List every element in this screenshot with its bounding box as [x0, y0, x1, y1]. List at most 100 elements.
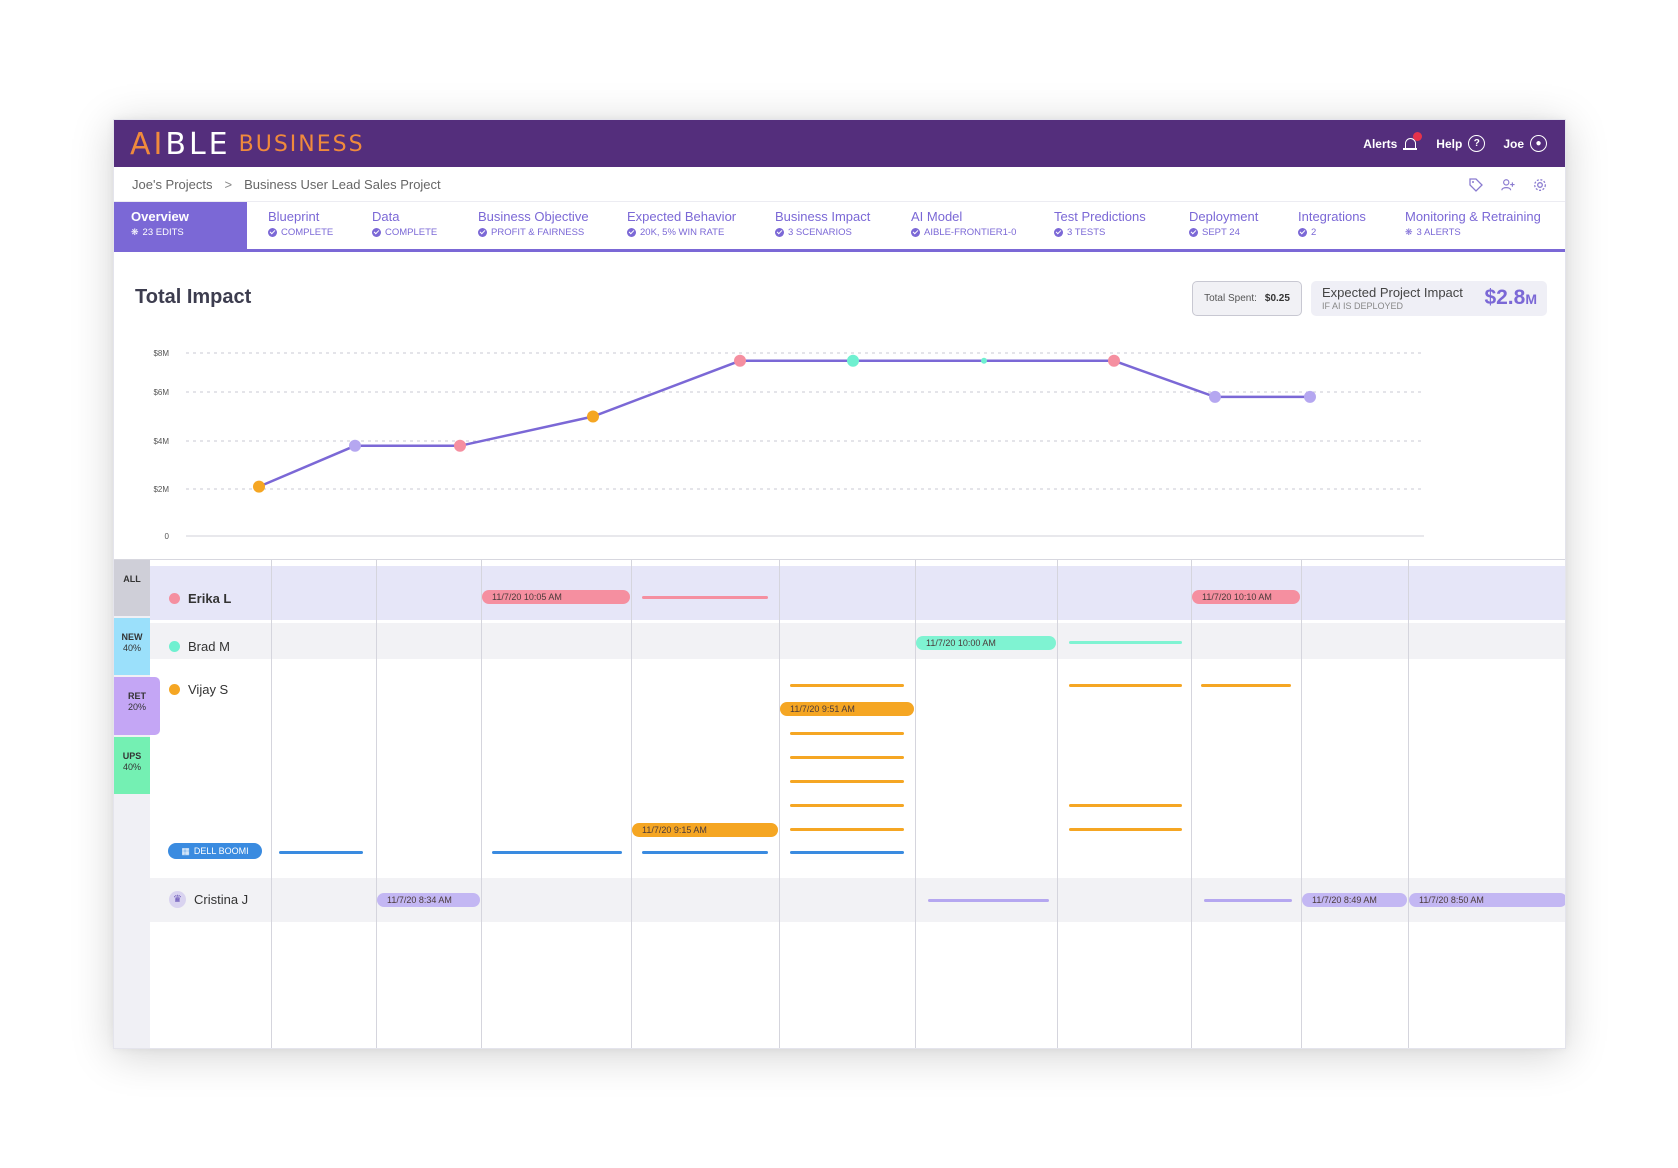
event-pill[interactable]: 11/7/20 9:15 AM: [632, 823, 778, 837]
tab-sub: COMPLETE: [281, 227, 334, 238]
y-tick-label: $4M: [153, 437, 169, 446]
segment-all[interactable]: ALL: [114, 560, 150, 616]
total-spent-box: Total Spent: $0.25: [1192, 281, 1302, 316]
tab-label: Business Objective: [478, 209, 589, 224]
tab-deployment[interactable]: Deployment SEPT 24: [1189, 202, 1258, 249]
user-menu-button[interactable]: Joe ●: [1503, 135, 1547, 152]
y-tick-label: $2M: [153, 485, 169, 494]
sparkle-icon: ❋: [1405, 227, 1413, 237]
event-pill[interactable]: 11/7/20 10:05 AM: [482, 590, 630, 604]
segment-ret[interactable]: RET 20%: [114, 677, 160, 735]
tab-ai-model[interactable]: AI Model AIBLE-FRONTIER1-0: [911, 202, 1016, 249]
breadcrumb-projects-link[interactable]: Joe's Projects: [132, 176, 213, 192]
person-name: Brad M: [188, 639, 230, 654]
activity-bar: [642, 596, 768, 599]
user-label: Joe: [1503, 136, 1524, 151]
person-color-dot: [169, 641, 180, 652]
event-pill[interactable]: 11/7/20 9:51 AM: [780, 702, 914, 716]
activity-bar: [1069, 684, 1182, 687]
tab-label: Expected Behavior: [627, 209, 737, 224]
tab-test-predictions[interactable]: Test Predictions 3 TESTS: [1054, 202, 1146, 249]
column-divider: [1191, 560, 1192, 1048]
y-tick-label: $6M: [153, 388, 169, 397]
person-vijay[interactable]: Vijay S: [169, 682, 228, 697]
activity-bar: [1201, 684, 1291, 687]
dell-boomi-badge[interactable]: ▦ DELL BOOMI: [168, 843, 262, 859]
brand-logo[interactable]: AIBLE BUSINESS: [130, 126, 365, 162]
check-icon: [1054, 228, 1063, 237]
column-divider: [1057, 560, 1058, 1048]
top-bar: AIBLE BUSINESS Alerts Help ? Joe ●: [114, 120, 1565, 167]
check-icon: [627, 228, 636, 237]
tab-sub: 3 ALERTS: [1416, 227, 1461, 238]
activity-bar: [790, 780, 904, 783]
activity-bar: [1069, 828, 1182, 831]
total-impact-title: Total Impact: [135, 286, 252, 308]
step-tabs: Overview ❋ 23 EDITS Blueprint COMPLETE Da…: [114, 202, 1565, 252]
data-point: [1304, 390, 1316, 403]
tab-sub: 20K, 5% WIN RATE: [640, 227, 725, 238]
y-tick-label: $8M: [153, 349, 169, 358]
event-pill[interactable]: 11/7/20 8:49 AM: [1302, 893, 1407, 907]
person-brad[interactable]: Brad M: [169, 639, 230, 654]
help-button[interactable]: Help ?: [1436, 135, 1486, 152]
event-pill[interactable]: 11/7/20 8:50 AM: [1409, 893, 1565, 907]
activity-bar: [790, 804, 904, 807]
tab-sub: COMPLETE: [385, 227, 438, 238]
check-icon: [775, 228, 784, 237]
tab-expected-behavior[interactable]: Expected Behavior 20K, 5% WIN RATE: [627, 202, 736, 249]
activity-bar: [928, 899, 1049, 902]
total-spent-label: Total Spent:: [1204, 293, 1257, 304]
data-point: [847, 354, 859, 367]
event-pill[interactable]: 11/7/20 10:00 AM: [916, 636, 1056, 650]
activity-bar: [790, 684, 904, 687]
breadcrumb: Joe's Projects > Business User Lead Sale…: [114, 167, 1565, 202]
column-divider: [481, 560, 482, 1048]
tab-label: Integrations: [1298, 209, 1366, 224]
alert-dot: [1413, 132, 1423, 141]
alerts-button[interactable]: Alerts: [1363, 132, 1423, 151]
row-erika: [150, 566, 1565, 620]
column-divider: [1301, 560, 1302, 1048]
event-pill[interactable]: 11/7/20 8:34 AM: [377, 893, 480, 907]
segment-new[interactable]: NEW 40%: [114, 618, 150, 675]
check-icon: [1189, 228, 1198, 237]
data-point: [734, 354, 746, 367]
brand-logo-sub: BUSINESS: [238, 131, 365, 157]
help-label: Help: [1436, 136, 1463, 151]
check-icon: [911, 228, 920, 237]
column-divider: [271, 560, 272, 1048]
data-point: [587, 410, 599, 423]
column-divider: [631, 560, 632, 1048]
tab-data[interactable]: Data COMPLETE: [372, 202, 437, 249]
activity-bar: [790, 851, 904, 854]
activity-bar: [279, 851, 363, 854]
expected-impact-box: Expected Project Impact IF AI IS DEPLOYE…: [1311, 281, 1547, 316]
tab-label: Deployment: [1189, 209, 1259, 224]
gear-icon[interactable]: [1533, 178, 1547, 192]
data-point: [1108, 354, 1120, 367]
tag-icon[interactable]: [1469, 177, 1483, 192]
check-icon: [372, 228, 381, 237]
segment-ups[interactable]: UPS 40%: [114, 737, 150, 794]
add-user-icon[interactable]: [1501, 178, 1515, 192]
crown-icon: ♛: [169, 891, 186, 908]
user-icon: ●: [1530, 135, 1547, 152]
person-cristina[interactable]: ♛ Cristina J: [169, 891, 248, 908]
tab-sub: SEPT 24: [1202, 227, 1240, 238]
tab-label: Monitoring & Retraining: [1405, 209, 1541, 224]
event-pill[interactable]: 11/7/20 10:10 AM: [1192, 590, 1300, 604]
tab-integrations[interactable]: Integrations 2: [1298, 202, 1366, 249]
tab-overview[interactable]: Overview ❋ 23 EDITS: [114, 202, 247, 249]
impact-line-chart: 0 $2M $4M $6M $8M: [153, 349, 1424, 541]
activity-bar: [1069, 804, 1182, 807]
tab-monitoring-retraining[interactable]: Monitoring & Retraining ❋ 3 ALERTS: [1405, 202, 1541, 249]
tab-business-objective[interactable]: Business Objective PROFIT & FAIRNESS: [478, 202, 589, 249]
tab-business-impact[interactable]: Business Impact 3 SCENARIOS: [775, 202, 870, 249]
data-point: [454, 439, 466, 452]
person-color-dot: [169, 684, 180, 695]
person-erika[interactable]: Erika L: [169, 591, 231, 606]
tab-blueprint[interactable]: Blueprint COMPLETE: [268, 202, 333, 249]
column-divider: [376, 560, 377, 1048]
check-icon: [1298, 228, 1307, 237]
